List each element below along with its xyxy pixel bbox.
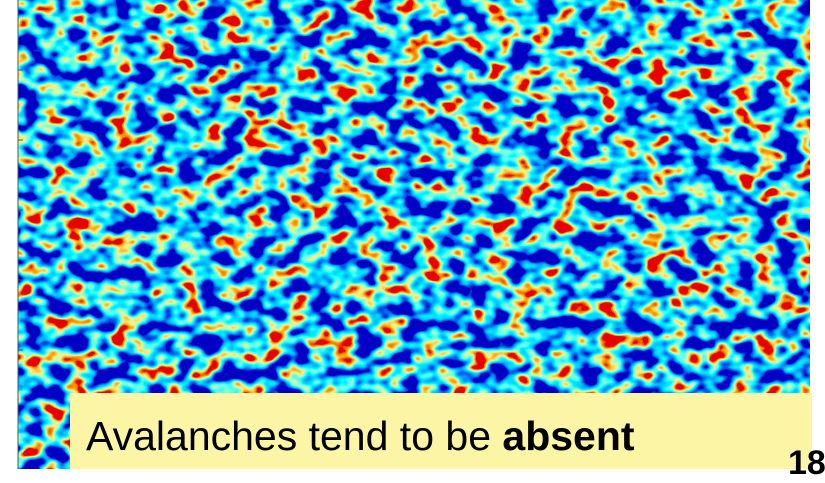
heatmap — [18, 0, 810, 469]
heatmap-image — [17, 0, 810, 469]
caption-emphasis: absent — [502, 413, 635, 459]
caption-text: Avalanches tend to be — [86, 413, 491, 459]
frame-ticks — [17, 0, 23, 469]
caption-box: Avalanches tend to be absent — [70, 393, 812, 469]
slide: Avalanches tend to be absent 18 (() => {… — [17, 0, 825, 482]
slide-number: 18 — [788, 444, 825, 482]
